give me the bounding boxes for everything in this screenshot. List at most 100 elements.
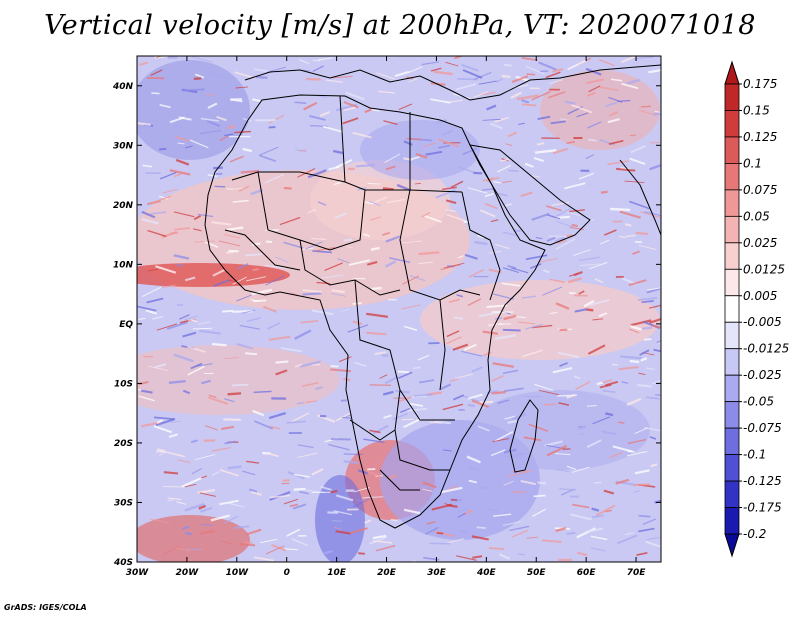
field-streak — [226, 124, 236, 130]
field-streak — [301, 69, 311, 72]
field-streak — [207, 174, 217, 177]
field-streak — [559, 118, 568, 121]
field-streak — [182, 88, 205, 92]
field-streak — [546, 444, 568, 457]
field-streak — [211, 447, 231, 452]
field-streak — [159, 147, 167, 151]
colorbar-label: 0.125 — [743, 130, 777, 144]
field-streak — [241, 309, 256, 314]
field-streak — [252, 98, 261, 103]
field-streak — [626, 397, 642, 407]
field-streak — [497, 399, 510, 404]
field-streak — [635, 231, 649, 236]
field-streak — [463, 395, 480, 403]
field-streak — [438, 144, 451, 149]
field-streak — [438, 138, 460, 148]
field-streak — [497, 164, 511, 173]
field-streak — [593, 481, 602, 484]
field-streak — [366, 261, 378, 266]
lon-label: 0 — [284, 568, 290, 578]
field-streak — [417, 354, 430, 361]
field-streak — [315, 246, 336, 252]
field-streak — [645, 540, 661, 548]
field-streak — [421, 212, 431, 218]
field-streak — [187, 365, 205, 376]
field-streak — [190, 362, 203, 370]
field-streak — [264, 173, 284, 184]
field-streak — [443, 262, 465, 269]
field-streak — [634, 241, 643, 244]
field-streak — [238, 542, 256, 547]
field-streak — [471, 366, 483, 373]
field-streak — [265, 229, 279, 232]
field-streak — [252, 409, 265, 417]
field-streak — [258, 146, 279, 156]
field-streak — [141, 218, 159, 225]
map-title: Vertical velocity [m/s] at 200hPa, VT: 2… — [44, 10, 756, 41]
field-streak — [168, 433, 178, 439]
field-streak — [578, 172, 595, 180]
field-streak — [605, 380, 619, 387]
field-streak — [246, 460, 260, 464]
coastlines — [204, 64, 661, 529]
field-streak — [587, 91, 596, 97]
field-streak — [578, 256, 601, 261]
field-streak — [586, 405, 597, 407]
field-streak — [153, 416, 176, 421]
field-streak — [649, 317, 661, 324]
field-streak — [173, 353, 194, 363]
field-streak — [507, 131, 518, 138]
field-streak — [271, 544, 287, 552]
colorbar-label: 0.075 — [743, 183, 777, 197]
colorbar-min-arrow — [724, 533, 740, 558]
field-streak — [151, 92, 160, 95]
field-streak — [555, 526, 567, 533]
field-streak — [649, 436, 657, 440]
field-streak — [624, 223, 632, 227]
field-streak — [521, 103, 537, 107]
field-streak — [521, 99, 530, 104]
field-streak — [267, 321, 281, 330]
field-streak — [197, 213, 214, 218]
field-streak — [227, 465, 242, 470]
field-streak — [138, 380, 149, 386]
field-streak — [611, 363, 619, 366]
field-streak — [609, 111, 619, 117]
field-streak — [379, 374, 388, 379]
field-streak — [533, 494, 546, 498]
field-streak — [421, 61, 440, 66]
field-streak — [418, 251, 440, 256]
field-streak — [406, 137, 422, 141]
field-streak — [156, 448, 166, 453]
field-streak — [328, 165, 340, 171]
field-streak — [333, 526, 342, 530]
field-streak — [638, 372, 646, 376]
field-streak — [511, 412, 527, 421]
field-streak — [303, 101, 318, 111]
field-streak — [641, 300, 654, 304]
colorbar-label: -0.125 — [743, 474, 782, 488]
field-streak — [468, 269, 484, 278]
field-streak — [644, 427, 661, 432]
field-streak — [348, 259, 371, 266]
field-streak — [199, 492, 216, 497]
field-streak — [600, 239, 610, 245]
field-streak — [604, 229, 617, 236]
field-streak — [302, 289, 322, 293]
field-streak — [228, 249, 239, 253]
field-streak — [228, 279, 238, 283]
field-streak — [177, 459, 191, 463]
colorbar-box — [724, 189, 740, 217]
field-streak — [642, 518, 656, 525]
field-streak — [389, 257, 411, 264]
field-streak — [311, 237, 327, 240]
field-streak — [175, 547, 192, 552]
field-streak — [224, 398, 235, 403]
lat-label: 40S — [113, 558, 133, 568]
field-streak — [586, 439, 602, 449]
field-streak — [467, 403, 476, 408]
field-streak — [446, 330, 460, 338]
field-streak — [268, 114, 284, 124]
field-streak — [370, 246, 380, 251]
